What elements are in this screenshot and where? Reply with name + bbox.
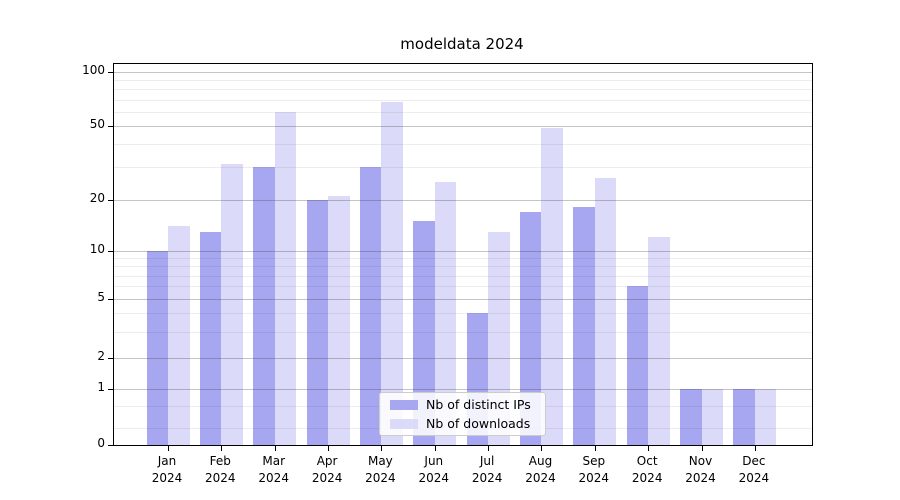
y-tick-label: 10 (89, 242, 105, 256)
y-tick-label: 2 (97, 349, 105, 364)
y-tick-mark (108, 126, 113, 127)
bar-jun-distinct-ips (413, 220, 435, 445)
x-tick-label: Jul 2024 (471, 454, 503, 485)
x-tick-label: Jan 2024 (151, 454, 183, 485)
x-tick-mark (541, 446, 543, 451)
bar-mar-downloads (274, 111, 297, 445)
y-tick-mark (108, 389, 113, 391)
bar-jan-distinct-ips (146, 251, 168, 445)
x-tick-label: Nov 2024 (685, 454, 716, 485)
gridline-minor (114, 89, 812, 91)
x-tick-label: Sep 2024 (578, 454, 610, 485)
legend-swatch-distinct-ips (390, 399, 418, 410)
bar-jun-downloads (434, 181, 457, 445)
x-tick-label: Feb 2024 (205, 454, 236, 485)
x-tick-mark (434, 446, 436, 451)
x-tick-mark (221, 446, 223, 451)
bar-jan-downloads (168, 226, 190, 445)
legend-row: Nb of distinct IPs (380, 397, 545, 412)
gridline-minor (114, 99, 812, 101)
y-tick-label: 100 (82, 62, 105, 77)
legend-row: Nb of downloads (380, 416, 545, 431)
x-tick-mark (701, 446, 703, 451)
bar-mar-distinct-ips (253, 167, 275, 445)
y-tick-label: 50 (89, 117, 105, 131)
x-tick-mark (754, 446, 756, 451)
legend-swatch-downloads (390, 418, 418, 429)
legend: Nb of distinct IPs Nb of downloads (379, 392, 546, 436)
bar-may-downloads (381, 101, 403, 445)
gridline-minor (114, 143, 812, 145)
chart-title: modeldata 2024 (400, 35, 524, 53)
bar-feb-distinct-ips (199, 231, 222, 445)
bar-dec-distinct-ips (733, 389, 755, 445)
gridline-major (114, 71, 812, 73)
y-tick-mark (108, 251, 113, 252)
x-tick-mark (648, 446, 650, 451)
x-tick-label: Aug 2024 (525, 454, 556, 485)
x-tick-label: May 2024 (365, 454, 396, 485)
x-tick-label: Jun 2024 (418, 454, 450, 485)
legend-label-distinct-ips: Nb of distinct IPs (426, 397, 531, 412)
bar-aug-downloads (541, 127, 563, 445)
x-tick-label: Mar 2024 (258, 454, 289, 485)
x-tick-label: Oct 2024 (631, 454, 663, 485)
bar-feb-downloads (221, 164, 243, 445)
x-tick-mark (168, 446, 169, 451)
gridline-minor (114, 79, 812, 81)
y-tick-label: 0 (97, 436, 105, 450)
bar-nov-downloads (701, 389, 723, 445)
bar-apr-downloads (328, 195, 350, 445)
bar-dec-downloads (754, 389, 777, 445)
y-tick-mark (108, 445, 113, 446)
bar-jul-downloads (488, 231, 510, 445)
x-tick-mark (381, 446, 383, 451)
bar-aug-distinct-ips (519, 211, 542, 445)
gridline-major (114, 126, 812, 127)
gridline-major (114, 199, 812, 201)
x-tick-label: Apr 2024 (311, 454, 343, 485)
y-tick-label: 20 (89, 190, 105, 205)
y-tick-label: 1 (97, 380, 105, 395)
y-tick-mark (108, 298, 113, 300)
plot-area: Nb of distinct IPs Nb of downloads (108, 63, 813, 451)
y-tick-mark (108, 71, 113, 73)
gridline-minor (114, 111, 812, 113)
bar-may-distinct-ips (359, 167, 382, 445)
x-tick-mark (274, 446, 276, 451)
legend-label-downloads: Nb of downloads (426, 416, 531, 431)
y-tick-mark (108, 199, 113, 201)
y-tick-label: 5 (97, 289, 105, 304)
x-tick-mark (594, 446, 596, 451)
bar-sep-distinct-ips (573, 207, 595, 445)
bar-nov-distinct-ips (680, 389, 702, 445)
x-tick-mark (328, 446, 330, 451)
x-tick-label: Dec 2024 (738, 454, 770, 485)
gridline-minor (114, 167, 812, 168)
bar-oct-downloads (648, 237, 670, 445)
bar-oct-distinct-ips (626, 286, 649, 445)
bar-apr-distinct-ips (306, 199, 329, 445)
x-tick-mark (488, 446, 490, 451)
y-tick-mark (108, 358, 113, 360)
bar-sep-downloads (594, 178, 617, 445)
